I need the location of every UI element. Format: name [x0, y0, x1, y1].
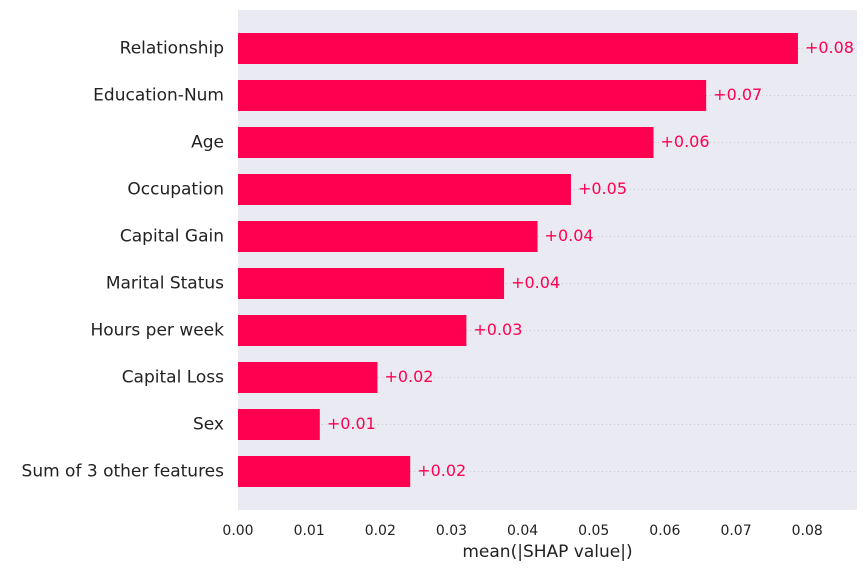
value-label: +0.02: [417, 461, 466, 480]
bar-sex: [238, 409, 320, 440]
category-labels: Relationship Education-Num Age Occupation Ca…: [22, 39, 225, 482]
category-label: Relationship: [120, 39, 224, 59]
bar-capital-loss: [238, 362, 378, 393]
category-label: Capital Gain: [120, 227, 224, 247]
value-label: +0.08: [805, 38, 854, 57]
value-label: +0.07: [713, 85, 762, 104]
value-label: +0.05: [578, 179, 627, 198]
bar-capital-gain: [238, 221, 538, 252]
x-tick-label: 0.08: [792, 523, 823, 539]
category-label: Marital Status: [106, 274, 224, 294]
bar-education-num: [238, 80, 707, 111]
bar-hours-per-week: [238, 315, 467, 346]
x-tick-label: 0.01: [294, 523, 325, 539]
bar-age: [238, 127, 654, 158]
bar-relationship: [238, 33, 798, 64]
x-axis-label: mean(|SHAP value|): [462, 542, 632, 562]
bars: [238, 33, 798, 487]
x-tick-label: 0.05: [578, 523, 609, 539]
value-label: +0.02: [384, 367, 433, 386]
value-label: +0.06: [661, 132, 710, 151]
category-label: Occupation: [127, 180, 224, 200]
category-label: Education-Num: [93, 86, 224, 106]
x-ticks: 0.00 0.01 0.02 0.03 0.04 0.05 0.06 0.07 0.08: [222, 523, 822, 539]
category-label: Capital Loss: [122, 368, 224, 388]
x-tick-label: 0.02: [365, 523, 396, 539]
value-label: +0.04: [511, 273, 560, 292]
category-label: Age: [191, 133, 224, 153]
value-label: +0.04: [545, 226, 594, 245]
bar-marital-status: [238, 268, 505, 299]
bar-occupation: [238, 174, 571, 205]
value-labels: +0.08 +0.07 +0.06 +0.05 +0.04 +0.04 +0.03 +0.02…: [327, 38, 854, 480]
x-tick-label: 0.03: [436, 523, 467, 539]
category-label: Hours per week: [90, 321, 224, 341]
category-label: Sum of 3 other features: [22, 462, 225, 482]
value-label: +0.03: [473, 320, 522, 339]
x-tick-label: 0.07: [720, 523, 751, 539]
bar-sum-of-3-other-features: [238, 456, 411, 487]
x-tick-label: 0.00: [222, 523, 253, 539]
x-tick-label: 0.04: [507, 523, 538, 539]
value-label: +0.01: [327, 414, 376, 433]
x-tick-label: 0.06: [649, 523, 680, 539]
category-label: Sex: [193, 415, 224, 435]
